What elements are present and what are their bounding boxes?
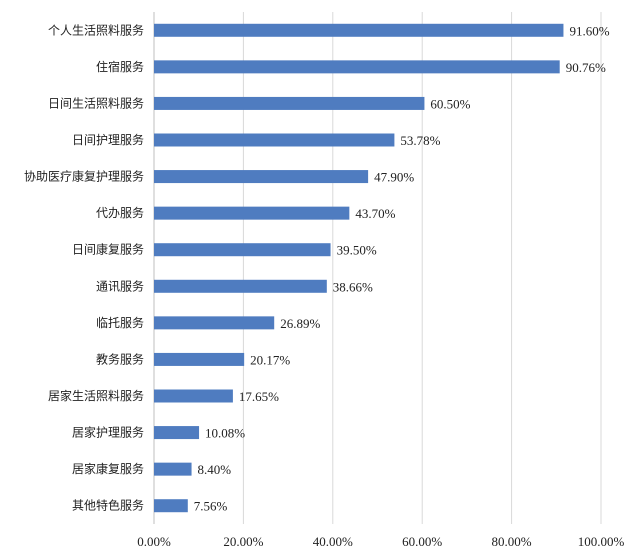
category-label: 居家生活照料服务 bbox=[48, 388, 144, 403]
data-label: 38.66% bbox=[333, 279, 373, 294]
bar bbox=[154, 499, 188, 513]
category-label: 代办服务 bbox=[96, 205, 144, 220]
data-label: 47.90% bbox=[374, 170, 414, 185]
data-label: 8.40% bbox=[198, 462, 232, 477]
bar bbox=[154, 279, 327, 293]
category-label: 个人生活照料服务 bbox=[48, 22, 144, 37]
bar bbox=[154, 389, 233, 403]
category-label: 居家康复服务 bbox=[72, 461, 144, 476]
bar bbox=[154, 96, 425, 110]
category-label: 临托服务 bbox=[96, 315, 144, 330]
category-label: 通讯服务 bbox=[96, 278, 144, 293]
x-axis-tick-labels: 0.00% 20.00% 40.00% 60.00% 80.00% 100.00% bbox=[137, 534, 624, 549]
category-labels: 个人生活照料服务住宿服务日间生活照料服务日间护理服务协助医疗康复护理服务代办服务… bbox=[24, 22, 144, 512]
bar bbox=[154, 316, 275, 330]
bar bbox=[154, 426, 200, 440]
category-label: 协助医疗康复护理服务 bbox=[24, 169, 144, 184]
data-label: 10.08% bbox=[205, 426, 245, 441]
category-label: 居家护理服务 bbox=[72, 425, 144, 440]
bar bbox=[154, 352, 245, 366]
category-label: 日间康复服务 bbox=[72, 242, 144, 257]
category-label: 教务服务 bbox=[96, 351, 144, 366]
data-label: 53.78% bbox=[400, 133, 440, 148]
bar bbox=[154, 133, 395, 147]
data-label: 60.50% bbox=[430, 96, 470, 111]
x-tick-label: 20.00% bbox=[223, 534, 263, 549]
data-label: 39.50% bbox=[337, 243, 377, 258]
grid-lines bbox=[153, 12, 602, 524]
bar bbox=[154, 243, 331, 257]
category-label: 日间护理服务 bbox=[72, 132, 144, 147]
category-label: 日间生活照料服务 bbox=[48, 95, 144, 110]
data-label: 90.76% bbox=[566, 60, 606, 75]
bar bbox=[154, 23, 564, 37]
x-tick-label: 0.00% bbox=[137, 534, 171, 549]
value-labels: 91.60% 90.76% 60.50% 53.78% 47.90% 43.70% 39.5… bbox=[194, 23, 610, 513]
data-label: 91.60% bbox=[569, 23, 609, 38]
category-label: 住宿服务 bbox=[96, 59, 144, 74]
x-tick-label: 60.00% bbox=[402, 534, 442, 549]
x-tick-label: 40.00% bbox=[313, 534, 353, 549]
bar bbox=[154, 170, 369, 184]
data-label: 7.56% bbox=[194, 499, 228, 514]
bar bbox=[154, 206, 350, 220]
bar bbox=[154, 462, 192, 476]
data-label: 26.89% bbox=[280, 316, 320, 331]
category-label: 其他特色服务 bbox=[72, 498, 144, 513]
bar bbox=[154, 60, 560, 74]
data-label: 17.65% bbox=[239, 389, 279, 404]
data-label: 20.17% bbox=[250, 352, 290, 367]
x-tick-label: 100.00% bbox=[578, 534, 625, 549]
data-label: 43.70% bbox=[355, 206, 395, 221]
x-tick-label: 80.00% bbox=[492, 534, 532, 549]
bars bbox=[154, 23, 564, 513]
